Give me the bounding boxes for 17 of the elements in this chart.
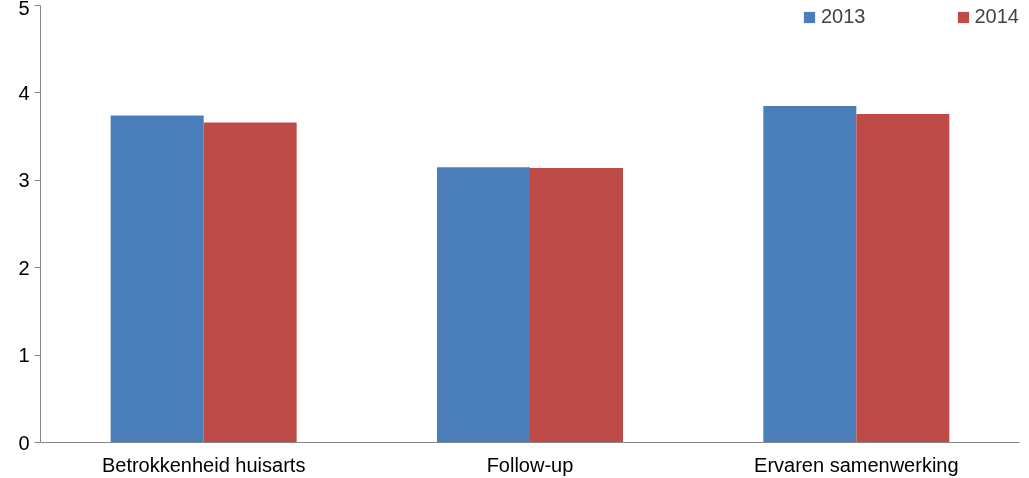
x-tick-label: Ervaren samenwerking (754, 453, 959, 476)
y-tick-label: 5 (18, 0, 30, 19)
bar (203, 122, 297, 443)
bar (530, 168, 624, 443)
y-tick-label: 3 (18, 169, 30, 192)
y-tick-label: 1 (18, 344, 30, 367)
legend-label: 2014 (974, 5, 1019, 28)
x-tick-label: Betrokkenheid huisarts (101, 453, 306, 476)
bar (763, 106, 857, 443)
bar (856, 113, 950, 443)
y-tick-label: 0 (18, 431, 30, 454)
y-tick-label: 2 (18, 256, 30, 279)
bar (110, 115, 204, 443)
legend-label: 2013 (821, 5, 866, 28)
x-tick-label: Follow-up (486, 453, 574, 476)
y-tick-label: 4 (18, 81, 30, 104)
bar (436, 167, 530, 443)
